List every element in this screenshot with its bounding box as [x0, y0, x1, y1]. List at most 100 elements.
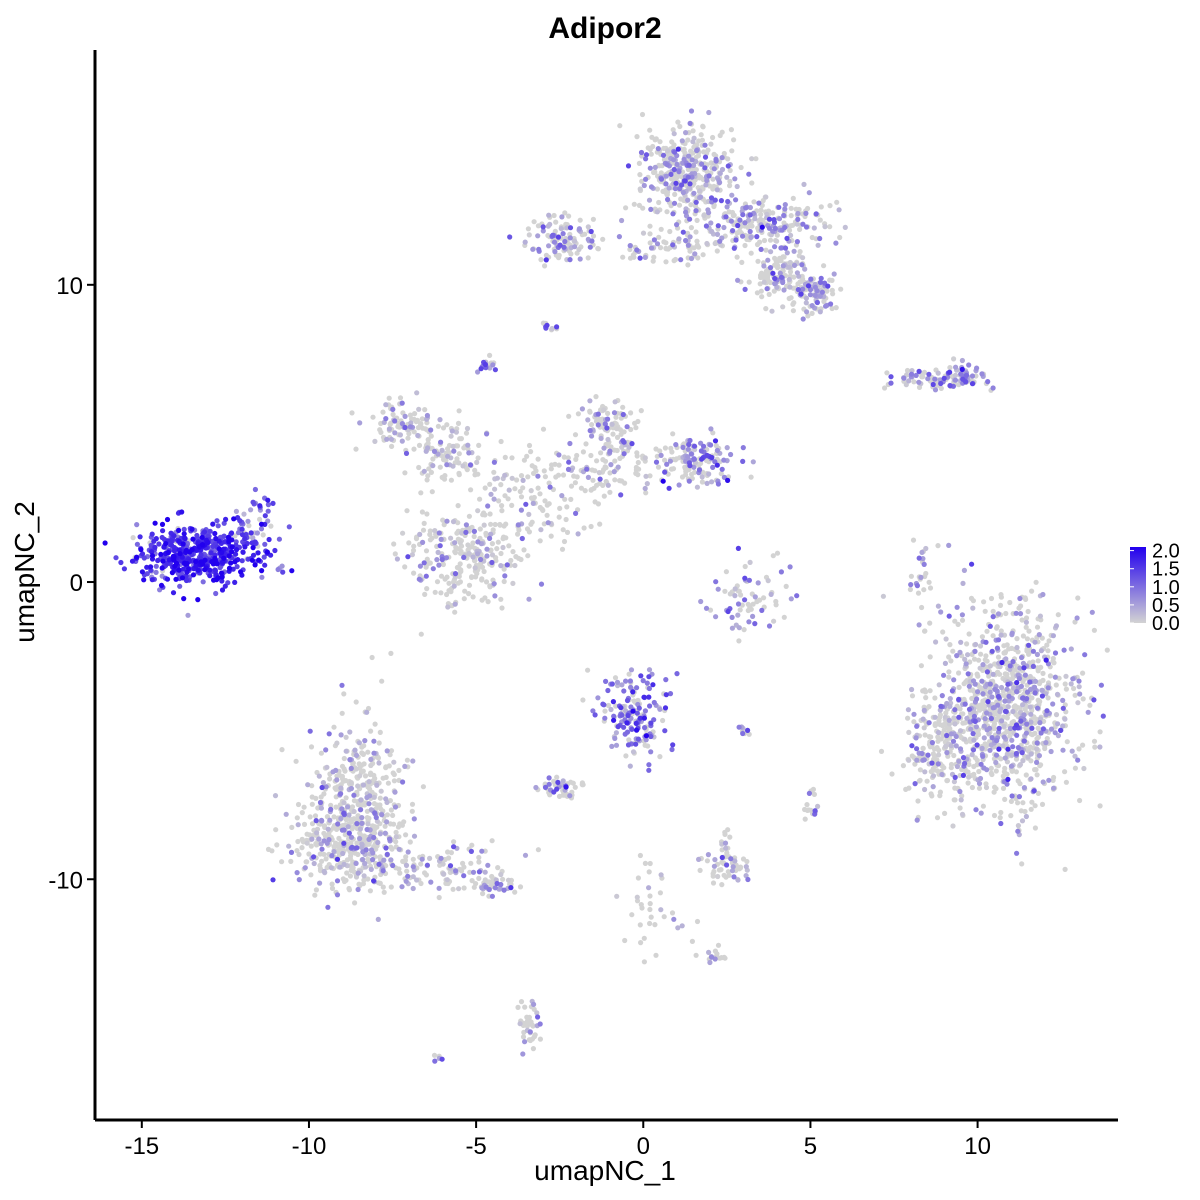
- cell-point: [979, 371, 985, 377]
- cell-point: [770, 270, 776, 276]
- cell-point: [689, 174, 695, 180]
- cell-point: [217, 565, 223, 571]
- cell-point: [238, 569, 244, 575]
- cell-point: [572, 480, 579, 486]
- cell-point: [498, 482, 504, 488]
- cell-point: [418, 490, 424, 496]
- cell-point: [501, 887, 507, 893]
- cell-point: [342, 832, 348, 838]
- cell-point: [990, 608, 996, 615]
- cell-point: [708, 220, 714, 226]
- cell-point: [685, 137, 691, 143]
- cell-point: [339, 682, 345, 688]
- cell-point: [725, 869, 731, 875]
- cell-point: [637, 172, 643, 178]
- cell-point: [639, 111, 646, 118]
- cell-point: [1051, 774, 1057, 781]
- cell-point: [416, 464, 422, 471]
- cell-point: [609, 681, 615, 687]
- cell-point: [1038, 762, 1044, 768]
- cell-point: [1013, 750, 1020, 757]
- cell-point: [416, 406, 422, 412]
- cell-point: [446, 580, 452, 586]
- cell-point: [301, 821, 308, 828]
- cell-point: [692, 251, 698, 257]
- cell-point: [462, 588, 468, 594]
- cell-point: [213, 535, 219, 542]
- cell-point: [547, 221, 553, 227]
- cell-point: [1036, 680, 1043, 687]
- cell-point: [506, 543, 512, 549]
- cell-point: [648, 151, 654, 157]
- cell-point: [757, 216, 764, 222]
- cell-point: [974, 365, 980, 371]
- cell-point: [645, 145, 651, 151]
- cell-point: [758, 288, 764, 294]
- cell-point: [957, 649, 963, 656]
- cell-point: [738, 164, 744, 171]
- cell-point: [481, 568, 487, 575]
- cell-point: [404, 757, 410, 763]
- cell-point: [973, 641, 979, 648]
- cell-point: [919, 549, 925, 556]
- cell-point: [429, 489, 435, 495]
- cell-point: [405, 873, 411, 879]
- cell-point: [787, 259, 793, 266]
- cell-point: [587, 398, 593, 404]
- cell-point: [195, 597, 201, 603]
- cell-point: [246, 523, 252, 529]
- cell-point: [725, 163, 731, 169]
- cell-point: [754, 290, 761, 296]
- cell-point: [1034, 759, 1040, 766]
- cell-point: [1022, 808, 1028, 815]
- cell-point: [299, 845, 305, 851]
- cell-point: [613, 742, 620, 748]
- cell-point: [938, 703, 944, 709]
- cell-point: [573, 510, 579, 516]
- cell-point: [420, 539, 426, 546]
- cell-point: [1023, 813, 1029, 820]
- cell-point: [993, 711, 999, 717]
- cell-point: [917, 777, 923, 783]
- cell-point: [575, 411, 582, 417]
- cell-point: [240, 549, 246, 555]
- cell-point: [612, 675, 619, 681]
- cell-point: [466, 450, 472, 456]
- cell-point: [782, 224, 788, 231]
- cell-point: [1028, 719, 1034, 725]
- cell-point: [452, 540, 458, 546]
- cell-point: [392, 418, 398, 424]
- cell-point: [341, 840, 347, 846]
- cell-point: [980, 662, 986, 668]
- cell-point: [299, 810, 305, 816]
- cell-point: [951, 779, 958, 785]
- cell-point: [750, 459, 756, 465]
- cell-point: [309, 783, 315, 789]
- cell-point: [498, 550, 504, 557]
- cell-point: [265, 518, 271, 524]
- cell-point: [1035, 705, 1041, 711]
- cell-point: [499, 508, 505, 514]
- cell-point: [1008, 813, 1014, 819]
- cell-point: [1020, 800, 1026, 806]
- cell-point: [497, 521, 503, 528]
- cell-point: [975, 729, 981, 735]
- cell-point: [242, 544, 248, 550]
- cell-point: [307, 728, 313, 734]
- cell-point: [804, 802, 810, 808]
- cell-point: [745, 217, 752, 223]
- cell-point: [600, 701, 606, 707]
- cell-point: [697, 188, 703, 194]
- cell-point: [347, 757, 353, 763]
- cell-point: [393, 834, 399, 840]
- points-layer: [102, 108, 1110, 1064]
- cell-point: [632, 420, 638, 426]
- cell-point: [1046, 777, 1052, 783]
- cell-point: [687, 181, 693, 187]
- cell-point: [763, 306, 769, 312]
- cell-point: [453, 868, 459, 874]
- cell-point: [966, 683, 972, 689]
- cell-point: [565, 466, 572, 472]
- cell-point: [537, 1021, 543, 1027]
- cell-point: [334, 892, 341, 898]
